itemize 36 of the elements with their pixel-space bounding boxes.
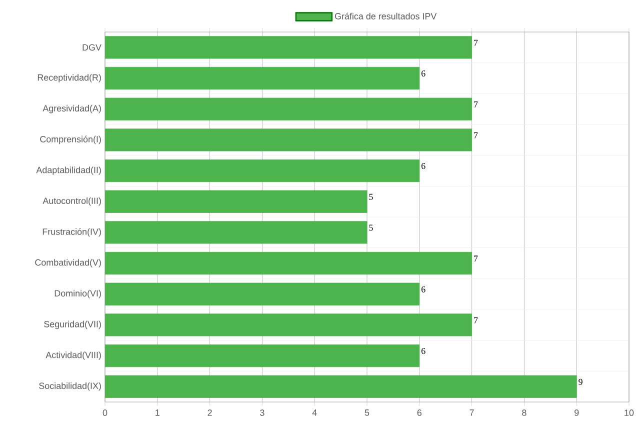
y-tick-label: Sociabilidad(IX) bbox=[39, 382, 101, 391]
y-tick-label: Comprensión(I) bbox=[40, 136, 101, 144]
x-tick-label: 1 bbox=[156, 410, 160, 416]
data-label: 6 bbox=[421, 163, 426, 170]
data-label: 5 bbox=[369, 224, 373, 231]
x-tick-label: 5 bbox=[364, 410, 370, 416]
y-tick-label: Adaptabilidad(II) bbox=[36, 166, 101, 175]
y-tick-label: Actividad(VIII) bbox=[46, 352, 101, 360]
x-tick-label: 8 bbox=[522, 410, 526, 416]
y-tick-label: Agresividad(A) bbox=[42, 104, 101, 114]
y-tick-label: Dominio(VI) bbox=[54, 290, 101, 298]
data-label: 6 bbox=[421, 286, 426, 292]
data-label: 5 bbox=[369, 194, 373, 200]
x-tick-label: 0 bbox=[102, 410, 108, 416]
y-tick-label: Autocontrol(III) bbox=[42, 197, 101, 206]
y-tick-label: DGV bbox=[82, 44, 102, 51]
data-label: 7 bbox=[474, 40, 478, 46]
x-tick-label: 7 bbox=[470, 410, 474, 416]
data-label: 7 bbox=[474, 102, 478, 108]
data-label: 7 bbox=[474, 256, 478, 262]
x-tick-label: 4 bbox=[312, 410, 317, 416]
data-label: 6 bbox=[421, 348, 426, 354]
data-label: 7 bbox=[474, 132, 478, 138]
y-tick-label: Frustración(IV) bbox=[42, 228, 101, 237]
x-tick-label: 10 bbox=[624, 410, 634, 416]
y-tick-label: Combatividad(V) bbox=[35, 259, 101, 268]
data-label: 9 bbox=[578, 378, 582, 385]
x-tick-label: 6 bbox=[417, 410, 422, 416]
legend-label: Gráfica de resultados IPV bbox=[334, 12, 437, 20]
x-tick-label: 2 bbox=[208, 410, 212, 416]
x-tick-label: 3 bbox=[260, 410, 264, 416]
x-tick-label: 9 bbox=[574, 410, 579, 416]
y-tick-label: Receptividad(R) bbox=[38, 74, 101, 82]
y-tick-label: Seguridad(VII) bbox=[44, 320, 101, 330]
data-label: 7 bbox=[474, 317, 478, 324]
data-label: 6 bbox=[421, 70, 426, 77]
